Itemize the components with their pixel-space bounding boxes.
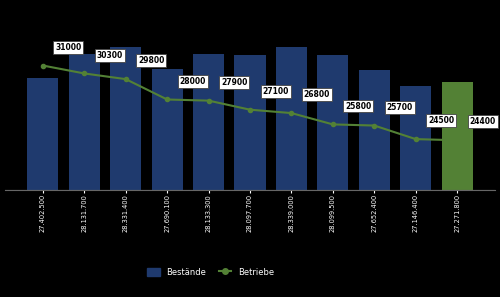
Bar xyxy=(442,82,472,297)
Text: 29800: 29800 xyxy=(138,56,164,65)
Bar xyxy=(400,86,432,297)
Text: 31000: 31000 xyxy=(55,43,82,52)
Text: 24400: 24400 xyxy=(470,117,496,127)
Text: 27100: 27100 xyxy=(262,87,289,96)
Bar xyxy=(152,69,182,297)
Text: 25700: 25700 xyxy=(386,103,413,112)
Bar xyxy=(110,48,141,297)
Text: 24500: 24500 xyxy=(428,116,454,125)
Bar xyxy=(193,54,224,297)
Text: 25800: 25800 xyxy=(346,102,372,110)
Legend: Bestände, Betriebe: Bestände, Betriebe xyxy=(144,264,278,280)
Bar xyxy=(28,78,58,297)
Bar xyxy=(68,54,100,297)
Bar xyxy=(276,47,307,297)
Bar xyxy=(318,55,348,297)
Text: 27900: 27900 xyxy=(221,78,248,87)
Bar xyxy=(359,70,390,297)
Text: 30300: 30300 xyxy=(96,50,123,60)
Text: 26800: 26800 xyxy=(304,90,330,99)
Bar xyxy=(234,55,266,297)
Text: 28000: 28000 xyxy=(180,77,206,86)
